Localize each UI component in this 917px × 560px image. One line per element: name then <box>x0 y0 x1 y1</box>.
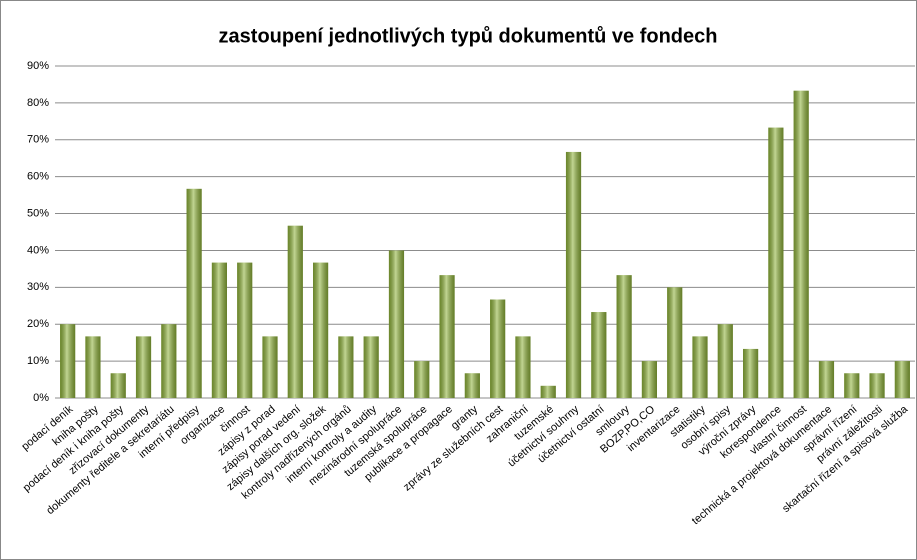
bar-shine <box>667 287 683 398</box>
y-tick-label: 40% <box>27 244 49 256</box>
bar-shine <box>110 373 126 398</box>
bar-shine <box>161 324 177 398</box>
bar-shine <box>85 336 101 398</box>
bar-shine <box>692 336 708 398</box>
y-tick-label: 0% <box>33 392 49 404</box>
bar-shine <box>135 336 152 398</box>
y-tick-label: 80% <box>27 97 49 109</box>
bar-shine <box>287 225 303 398</box>
bar-shine <box>717 324 733 398</box>
bar-shine <box>869 373 885 398</box>
bar-shine <box>616 275 632 398</box>
bar-shine <box>211 262 227 398</box>
bar-shine <box>818 361 835 398</box>
bar-shine <box>565 151 582 398</box>
bar-shine <box>490 299 506 398</box>
y-tick-label: 10% <box>27 355 49 367</box>
bar-shine <box>313 262 329 398</box>
bar-shine <box>439 275 455 398</box>
bar-shine <box>186 188 202 398</box>
y-tick-label: 60% <box>27 171 49 183</box>
bar-shine <box>338 336 354 398</box>
bar-shine <box>641 361 657 398</box>
bar-shine <box>464 373 480 398</box>
y-tick-label: 90% <box>27 60 49 72</box>
bar-shine <box>388 250 405 398</box>
chart-title: zastoupení jednotlivých typů dokumentů v… <box>219 25 718 47</box>
y-tick-label: 20% <box>27 318 49 330</box>
bar-shine <box>894 361 910 398</box>
bar-shine <box>591 312 607 398</box>
bar-shine <box>768 127 784 399</box>
bar-shine <box>237 262 253 398</box>
y-tick-label: 50% <box>27 207 49 219</box>
y-tick-label: 30% <box>27 281 49 293</box>
bar-shine <box>540 385 556 398</box>
y-tick-label: 70% <box>27 134 49 146</box>
bar-shine <box>793 90 809 399</box>
bar-shine <box>60 324 76 398</box>
bar-shine <box>515 336 531 398</box>
bar-shine <box>743 348 759 398</box>
bar-shine <box>414 361 430 398</box>
bar-shine <box>262 336 278 398</box>
bar-shine <box>363 336 379 398</box>
bar-shine <box>844 373 860 398</box>
